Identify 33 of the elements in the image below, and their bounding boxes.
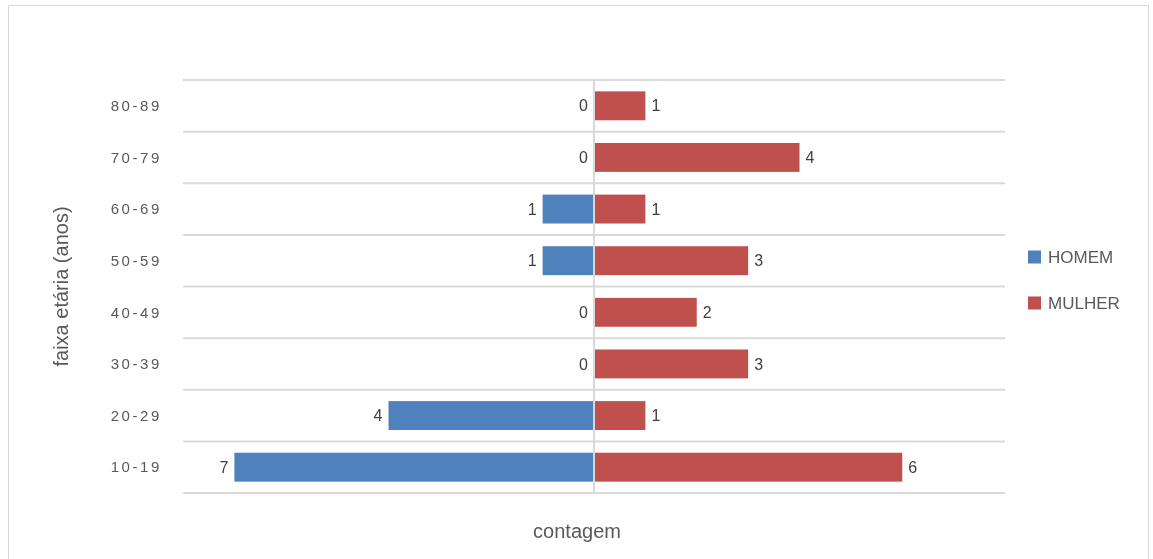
y-tick-label: 70-79 <box>110 148 162 166</box>
data-label: 0 <box>579 355 589 373</box>
data-label: 0 <box>579 97 589 115</box>
bar <box>594 349 749 379</box>
data-label: 1 <box>651 407 661 425</box>
bar <box>594 401 646 431</box>
y-tick-label: 30-39 <box>110 355 162 373</box>
bar <box>594 91 646 121</box>
data-label: 6 <box>908 458 918 476</box>
y-tick-label: 20-29 <box>110 406 162 424</box>
data-label: 1 <box>651 200 661 218</box>
y-tick-label: 60-69 <box>110 200 162 218</box>
y-tick-label: 10-19 <box>110 458 162 476</box>
data-label: 3 <box>754 252 764 270</box>
y-tick-label: 50-59 <box>110 251 162 269</box>
legend-label: HOMEM <box>1048 247 1114 267</box>
data-label: 0 <box>579 303 589 321</box>
legend-label: MULHER <box>1048 293 1120 313</box>
data-label: 7 <box>219 458 229 476</box>
data-label: 4 <box>373 407 383 425</box>
data-label: 3 <box>754 355 764 373</box>
bar <box>594 297 697 327</box>
data-label: 1 <box>651 97 661 115</box>
y-tick-label: 40-49 <box>110 303 162 321</box>
data-label: 1 <box>527 252 537 270</box>
data-label: 4 <box>805 149 815 167</box>
bar <box>594 142 800 172</box>
y-tick-label: 80-89 <box>110 97 162 115</box>
data-label: 1 <box>527 200 537 218</box>
y-axis-title: faixa etária (anos) <box>50 206 72 367</box>
data-label: 0 <box>579 149 589 167</box>
x-axis-title: contagem <box>533 520 621 542</box>
data-label: 2 <box>702 303 712 321</box>
